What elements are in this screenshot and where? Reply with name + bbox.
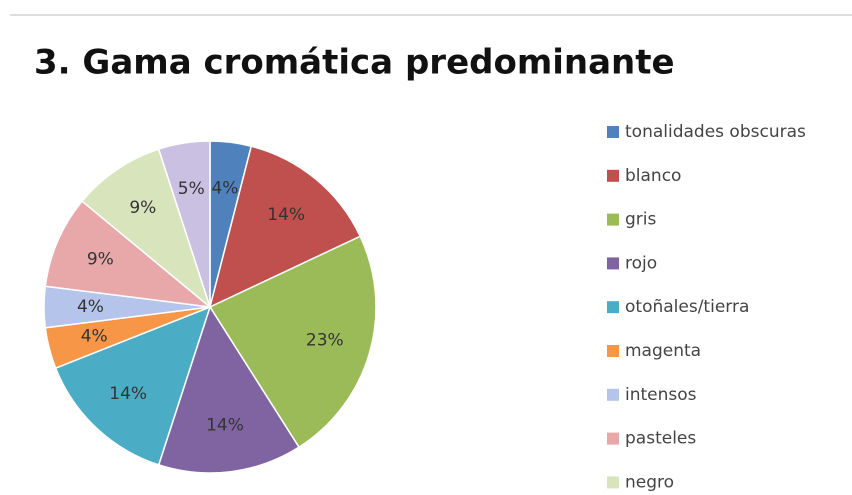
data-label: 9% bbox=[87, 250, 114, 270]
legend: tonalidades obscuras blanco gris rojo otoñal… bbox=[607, 122, 806, 492]
pie: 4% 14% 23% 14% 14% 4% 4% 9% 9% 5% bbox=[43, 140, 377, 474]
chart-title: 3. Gama cromática predominante bbox=[34, 43, 675, 83]
legend-swatch bbox=[607, 432, 619, 445]
data-label: 4% bbox=[77, 297, 104, 317]
legend-label: intensos bbox=[625, 385, 697, 405]
legend-label: otoñales/tierra bbox=[625, 297, 749, 317]
legend-label: blanco bbox=[625, 166, 681, 186]
pie-slice bbox=[208, 235, 377, 449]
legend-swatch bbox=[607, 301, 619, 314]
legend-swatch bbox=[607, 345, 619, 357]
pie-slice bbox=[81, 148, 212, 310]
data-label: 14% bbox=[109, 384, 147, 404]
legend-label: rojo bbox=[625, 253, 657, 273]
data-label: 5% bbox=[178, 179, 205, 199]
legend-swatch bbox=[607, 213, 619, 226]
data-label: 4% bbox=[81, 327, 108, 347]
legend-label: magenta bbox=[625, 341, 701, 361]
pie-slice bbox=[208, 145, 362, 309]
legend-label: gris bbox=[625, 210, 657, 230]
pie-slice bbox=[54, 305, 212, 466]
data-label: 23% bbox=[306, 330, 344, 350]
legend-swatch bbox=[607, 476, 619, 489]
pie-slice bbox=[157, 305, 300, 474]
data-label: 14% bbox=[206, 416, 244, 436]
legend-swatch bbox=[607, 257, 619, 270]
legend-label: pasteles bbox=[625, 429, 696, 449]
pie-slice bbox=[157, 140, 211, 308]
legend-label: tonalidades obscuras bbox=[625, 122, 806, 142]
data-label: 14% bbox=[267, 205, 305, 225]
legend-swatch bbox=[607, 169, 619, 182]
data-label: 9% bbox=[129, 198, 156, 218]
data-label: 4% bbox=[211, 178, 238, 198]
legend-label: negro bbox=[625, 472, 674, 492]
pie-slice bbox=[44, 200, 213, 309]
legend-swatch bbox=[607, 126, 619, 138]
legend-swatch bbox=[607, 388, 619, 401]
